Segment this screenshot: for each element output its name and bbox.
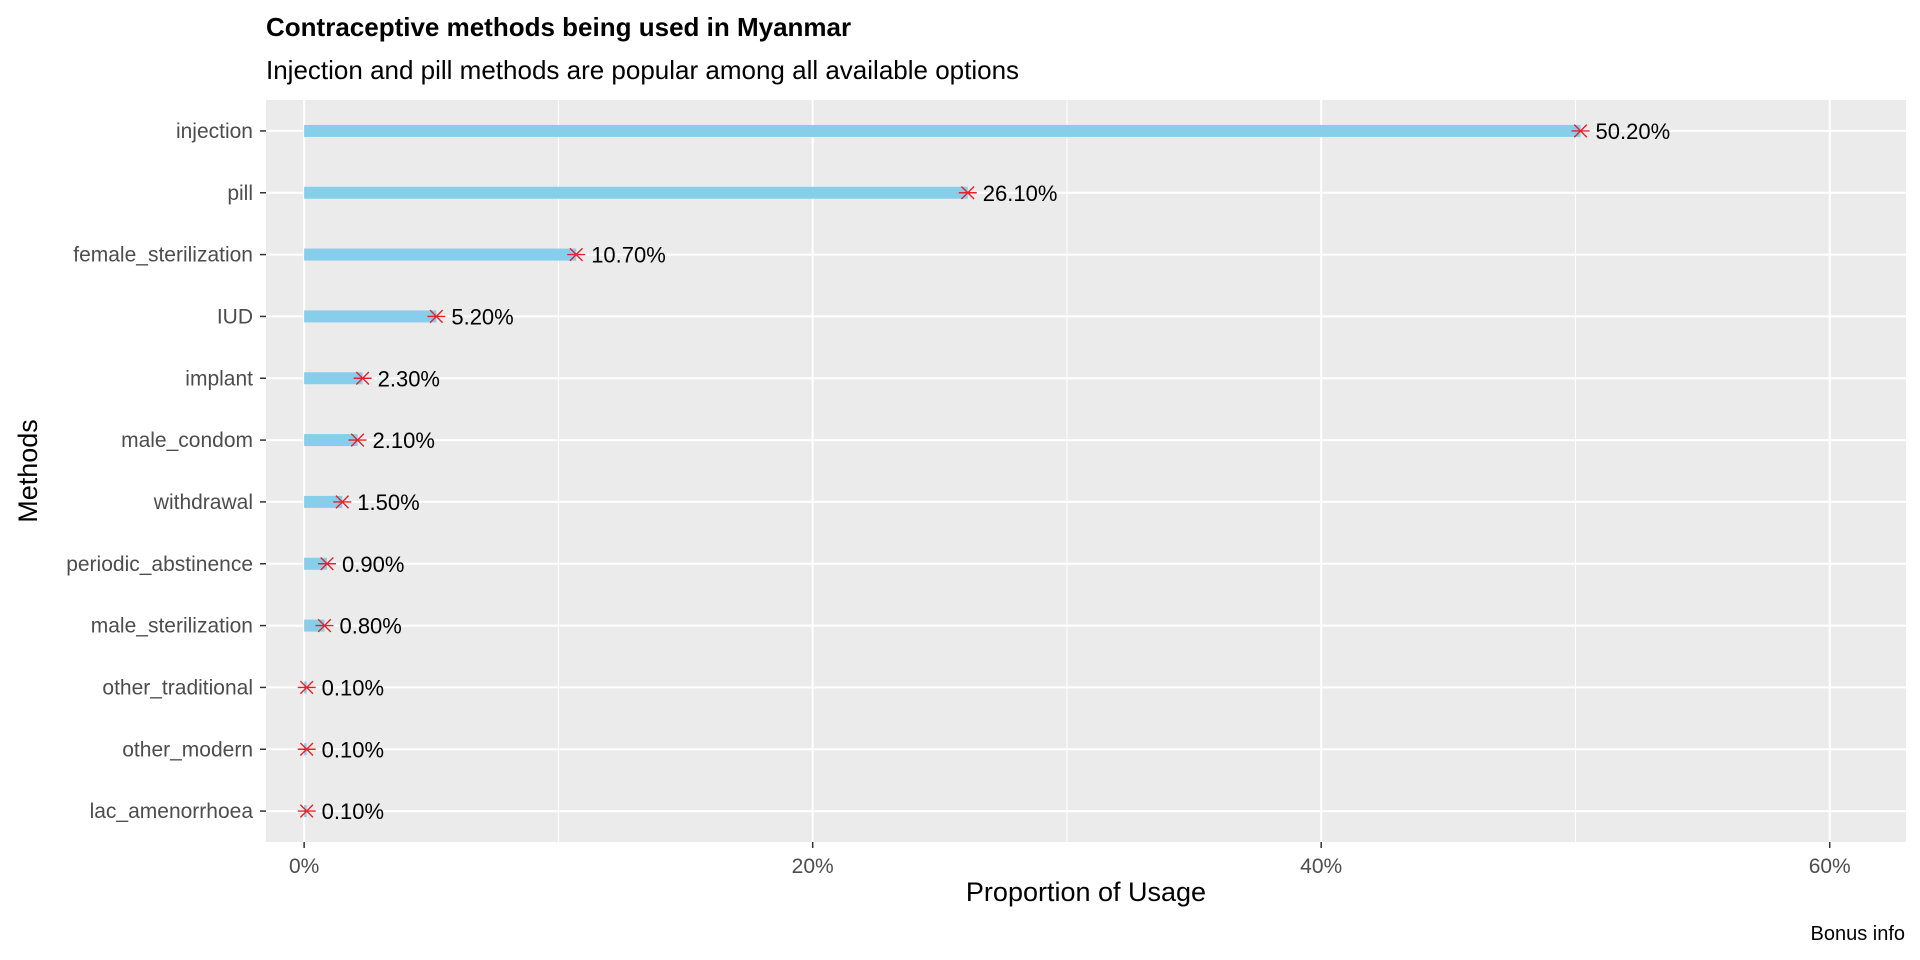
x-tick-label: 20% <box>792 855 834 878</box>
grid-minor <box>557 100 1576 842</box>
bar-female_sterilization <box>304 248 577 261</box>
y-tick-label: other_traditional <box>102 676 253 699</box>
y-tick-label: injection <box>176 120 253 143</box>
y-tick-label: female_sterilization <box>73 244 253 267</box>
bars <box>304 124 1581 818</box>
y-tick-label: withdrawal <box>153 491 253 514</box>
x-axis-title: Proportion of Usage <box>966 877 1206 907</box>
bar-withdrawal <box>304 495 343 508</box>
x-axis: 0% 20% 40% 60% <box>289 842 1851 878</box>
marker-periodic_abstinence <box>318 556 337 571</box>
y-tick-label: lac_amenorrhoea <box>90 800 254 823</box>
data-label-female_sterilization: 10.70% <box>591 243 666 268</box>
marker-female_sterilization <box>567 247 586 262</box>
bar-male_condom <box>304 434 358 447</box>
data-label-withdrawal: 1.50% <box>357 490 419 515</box>
marker-IUD <box>427 309 446 324</box>
y-tick-label: pill <box>227 182 253 205</box>
y-tick-label: implant <box>185 367 253 390</box>
y-tick-label: male_sterilization <box>91 615 253 638</box>
data-label-other_traditional: 0.10% <box>322 675 384 700</box>
x-tick-label: 40% <box>1300 855 1342 878</box>
y-tick-label: male_condom <box>121 429 253 452</box>
data-label-implant: 2.30% <box>378 366 440 391</box>
bar-injection <box>304 124 1581 137</box>
bar-periodic_abstinence <box>304 557 328 570</box>
markers <box>297 124 1590 818</box>
data-label-periodic_abstinence: 0.90% <box>342 552 404 577</box>
grid-major <box>266 100 1906 842</box>
marker-injection <box>1571 124 1590 138</box>
bar-male_sterilization <box>304 619 325 632</box>
data-label-pill: 26.10% <box>983 181 1058 206</box>
data-label-lac_amenorrhoea: 0.10% <box>322 799 384 824</box>
y-axis: injection pill female_sterilization IUD impl… <box>66 120 266 823</box>
y-tick-label: IUD <box>217 305 253 328</box>
chart-title: Contraceptive methods being used in Myan… <box>266 12 851 42</box>
chart-subtitle: Injection and pill methods are popular a… <box>266 55 1019 85</box>
data-labels: 50.20% 26.10% 10.70% 5.20% 2.30% 2.10% 1.50% 0.… <box>322 119 1670 824</box>
marker-withdrawal <box>333 495 352 509</box>
y-axis-title: Methods <box>13 419 43 523</box>
bar-implant <box>304 372 363 385</box>
marker-implant <box>353 371 372 386</box>
marker-male_condom <box>348 433 367 447</box>
y-tick-label: other_modern <box>122 738 253 761</box>
marker-male_sterilization <box>315 618 334 633</box>
data-label-other_modern: 0.10% <box>322 737 384 762</box>
data-label-male_condom: 2.10% <box>373 428 435 453</box>
marker-pill <box>958 185 977 200</box>
data-label-male_sterilization: 0.80% <box>339 614 401 639</box>
plot-panel <box>266 100 1906 842</box>
x-tick-label: 0% <box>289 855 319 878</box>
marker-other_modern <box>297 742 316 757</box>
y-tick-label: periodic_abstinence <box>66 553 253 576</box>
bar-pill <box>304 186 968 199</box>
data-label-IUD: 5.20% <box>451 304 513 329</box>
x-tick-label: 60% <box>1809 855 1851 878</box>
marker-lac_amenorrhoea <box>297 804 316 818</box>
marker-other_traditional <box>297 680 316 695</box>
caption: Bonus info <box>1810 923 1905 945</box>
bar-IUD <box>304 310 437 323</box>
data-label-injection: 50.20% <box>1596 119 1671 144</box>
